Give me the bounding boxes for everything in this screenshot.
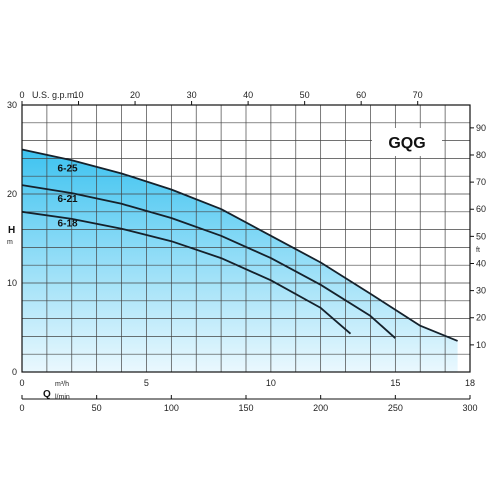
plot-frame [21,104,471,373]
y2-axis-unit: ft [476,247,480,254]
x-tick-label: 10 [266,378,276,388]
y-tick-label: 20 [7,189,17,199]
y2-tick-label: 30 [476,286,486,296]
x2-top-tick-label: 10 [74,90,84,100]
x-tick-label: 0 [19,378,24,388]
curve-6-21 [21,184,396,339]
y2-tick-label: 10 [476,340,486,350]
y2-tick-label: 50 [476,231,486,241]
y2-tick-label: 70 [476,177,486,187]
grid-layer [22,105,470,372]
x3-tick-label: 100 [164,403,179,413]
curve-layer: 6-25 6-21 6-18 [21,148,458,342]
model-badge [372,128,442,156]
x-axis-unit-top: m³/h [55,381,69,388]
x-tick-label: 18 [465,378,475,388]
secondary-axis-layer: 0 50 100 150 200 250 300 [19,395,478,413]
x3-tick-label: 300 [462,403,477,413]
curve-label: 6-25 [58,164,78,175]
x2-top-tick-label: 40 [243,90,253,100]
curve-6-25 [21,148,458,342]
x3-tick-label: 50 [92,403,102,413]
x-axis-unit-bottom: l/min [55,394,70,401]
x2-top-tick-label: 70 [413,90,423,100]
x2-top-tick-label: 20 [130,90,140,100]
y2-tick-label: 90 [476,123,486,133]
x2-top-unit: U.S. g.p.m. [32,90,77,100]
x-tick-label: 15 [390,378,400,388]
x2-top-tick-label: 60 [356,90,366,100]
y-tick-label: 30 [7,100,17,110]
curve-label: 6-18 [58,219,78,230]
y-axis-label: H [8,225,15,236]
x-axis-label: Q [43,389,51,400]
x2-top-tick-label: 0 [19,90,24,100]
envelope-layer [22,149,458,372]
x3-tick-label: 0 [19,403,24,413]
y-axis-unit: m [7,239,13,246]
y2-tick-label: 40 [476,258,486,268]
y2-tick-label: 20 [476,313,486,323]
x-tick-label: 5 [144,378,149,388]
x2-top-tick-label: 50 [300,90,310,100]
curve-6-18 [21,210,352,335]
x3-tick-label: 150 [238,403,253,413]
y2-tick-label: 80 [476,150,486,160]
curve-label: 6-21 [58,194,78,205]
x2-top-tick-label: 30 [187,90,197,100]
y-tick-label: 0 [12,367,17,377]
operating-envelope [22,149,458,372]
x3-tick-label: 200 [313,403,328,413]
x3-tick-label: 250 [388,403,403,413]
y2-tick-label: 60 [476,204,486,214]
y-tick-label: 10 [7,278,17,288]
chart-title: GQG [388,135,425,152]
